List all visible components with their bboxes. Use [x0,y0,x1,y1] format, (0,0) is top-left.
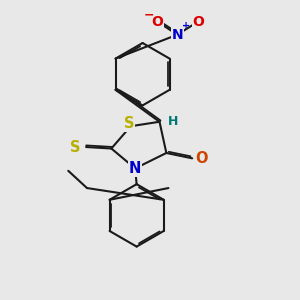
Text: S: S [70,140,81,154]
Text: N: N [172,28,183,42]
Text: O: O [192,15,204,28]
Text: S: S [124,116,134,131]
Text: O: O [196,151,208,166]
Text: O: O [152,15,164,28]
Text: N: N [129,161,141,176]
Text: −: − [143,9,154,22]
Text: H: H [168,115,178,128]
Text: +: + [182,21,190,32]
